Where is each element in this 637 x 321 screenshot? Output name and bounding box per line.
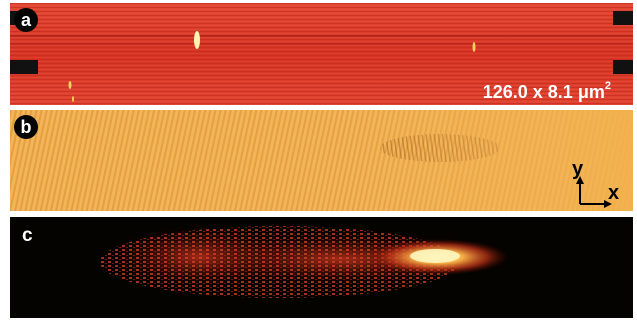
- scale-unit: μm: [577, 82, 605, 102]
- panel-a-texture: [10, 3, 633, 105]
- bright-spot: [72, 96, 74, 102]
- axis-y-label: y: [572, 158, 584, 180]
- panel-b-image: b y x: [10, 110, 633, 211]
- scale-value: 126.0 x 8.1: [482, 82, 573, 102]
- clip-left-bottom: [10, 60, 38, 74]
- bright-spot: [68, 81, 72, 89]
- axis-arrows: [576, 176, 612, 208]
- panel-c-texture: [10, 217, 633, 318]
- bright-spot: [194, 31, 200, 49]
- panel-a-image: a 126.0 x 8.1 μm2: [10, 3, 633, 105]
- panel-a-label: a: [14, 8, 38, 32]
- scale-exponent: 2: [604, 80, 611, 92]
- clip-right-top: [613, 11, 633, 25]
- bright-spot: [472, 42, 476, 52]
- axis-x-label: x: [608, 182, 620, 204]
- panel-c-image: c: [10, 217, 633, 318]
- clip-right-bottom: [613, 60, 633, 74]
- scale-bar-text: 126.0 x 8.1 μm2: [482, 80, 611, 103]
- panel-c-label: c: [22, 225, 33, 246]
- panel-b-texture: [10, 110, 633, 211]
- panel-b-label: b: [14, 115, 38, 139]
